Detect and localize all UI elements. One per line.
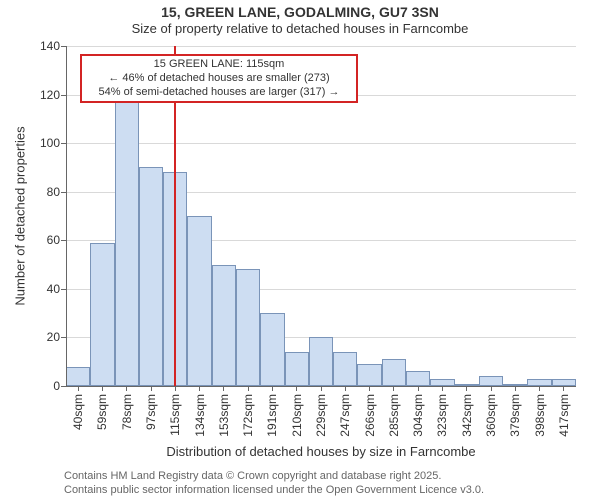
xtick-label: 342sqm: [460, 386, 474, 437]
ytick-label: 100: [40, 136, 66, 150]
bar: [115, 99, 139, 386]
bar: [309, 337, 333, 386]
xtick-label: 59sqm: [95, 386, 109, 430]
bar: [333, 352, 357, 386]
chart-container: 15, GREEN LANE, GODALMING, GU7 3SN Size …: [0, 0, 600, 500]
bar: [552, 379, 576, 386]
bar: [430, 379, 454, 386]
ytick-label: 60: [47, 233, 66, 247]
xtick-label: 115sqm: [168, 386, 182, 436]
xtick-label: 398sqm: [533, 386, 547, 437]
footer-attribution: Contains HM Land Registry data © Crown c…: [64, 470, 600, 498]
xtick-label: 323sqm: [435, 386, 449, 437]
xtick-label: 153sqm: [217, 386, 231, 437]
ytick-label: 20: [47, 330, 66, 344]
xtick-label: 97sqm: [144, 386, 158, 430]
grid-line: [66, 46, 576, 47]
bar: [260, 313, 284, 386]
xtick-label: 40sqm: [71, 386, 85, 430]
xtick-label: 229sqm: [314, 386, 328, 437]
bar: [285, 352, 309, 386]
bar: [382, 359, 406, 386]
annotation-line-1: ← 46% of detached houses are smaller (27…: [86, 72, 352, 86]
ytick-label: 140: [40, 39, 66, 53]
bar: [406, 371, 430, 386]
xtick-label: 191sqm: [265, 386, 279, 437]
footer-line-1: Contains public sector information licen…: [64, 484, 600, 498]
bar: [527, 379, 551, 386]
xtick-label: 360sqm: [484, 386, 498, 437]
ytick-label: 0: [53, 379, 66, 393]
xtick-label: 285sqm: [387, 386, 401, 437]
grid-line: [66, 143, 576, 144]
bar: [479, 376, 503, 386]
ytick-label: 40: [47, 282, 66, 296]
bar: [139, 167, 163, 386]
bar: [236, 269, 260, 386]
annotation-line-2: 54% of semi-detached houses are larger (…: [86, 86, 352, 100]
footer-line-0: Contains HM Land Registry data © Crown c…: [64, 470, 600, 484]
bar: [357, 364, 381, 386]
xtick-label: 266sqm: [363, 386, 377, 437]
chart-subtitle: Size of property relative to detached ho…: [0, 21, 600, 37]
chart-title: 15, GREEN LANE, GODALMING, GU7 3SN: [0, 0, 600, 21]
bar: [66, 367, 90, 386]
bar: [212, 265, 236, 386]
xtick-label: 210sqm: [290, 386, 304, 437]
annotation-line-0: 15 GREEN LANE: 115sqm: [86, 58, 352, 72]
ytick-label: 80: [47, 185, 66, 199]
xtick-label: 304sqm: [411, 386, 425, 437]
ytick-label: 120: [40, 88, 66, 102]
y-axis-line: [66, 46, 67, 386]
annotation-box: 15 GREEN LANE: 115sqm ← 46% of detached …: [80, 54, 358, 103]
xtick-label: 134sqm: [193, 386, 207, 437]
xtick-label: 78sqm: [120, 386, 134, 430]
xtick-label: 172sqm: [241, 386, 255, 437]
xtick-label: 417sqm: [557, 386, 571, 437]
y-axis-label: Number of detached properties: [13, 126, 28, 305]
x-axis-label: Distribution of detached houses by size …: [66, 444, 576, 459]
xtick-label: 379sqm: [508, 386, 522, 437]
xtick-label: 247sqm: [338, 386, 352, 437]
bar: [90, 243, 114, 386]
bar: [187, 216, 211, 386]
